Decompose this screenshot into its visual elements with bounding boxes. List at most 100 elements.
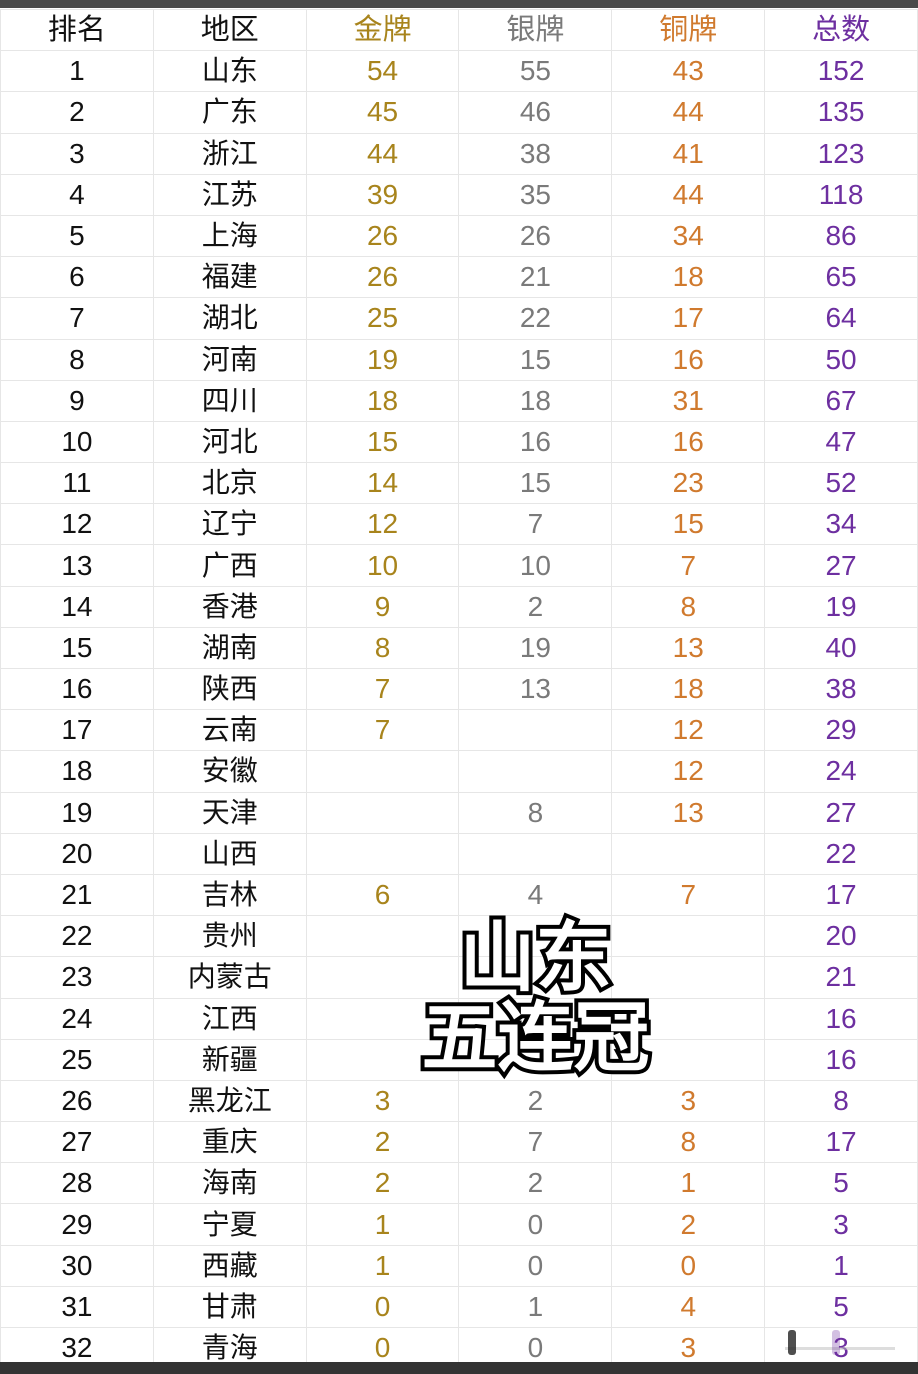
table-row: 7 湖北 25 22 17 64 bbox=[0, 297, 918, 340]
cell-region: 河北 bbox=[152, 420, 307, 464]
cell-region: 西藏 bbox=[152, 1244, 307, 1287]
table-row: 15 湖南 8 19 13 40 bbox=[0, 626, 918, 670]
table-row: 17 云南 7 12 29 bbox=[0, 709, 918, 752]
cell-bronze: 34 bbox=[611, 214, 766, 258]
cell-bronze bbox=[611, 832, 766, 875]
cell-silver: 4 bbox=[458, 873, 613, 917]
cell-bronze: 31 bbox=[611, 379, 766, 422]
cell-silver: 1 bbox=[458, 1285, 613, 1329]
cell-bronze: 2 bbox=[611, 1203, 766, 1246]
table-row: 22 贵州 20 bbox=[0, 915, 918, 958]
table-row: 5 上海 26 26 34 86 bbox=[0, 214, 918, 258]
cell-total: 5 bbox=[764, 1162, 918, 1205]
table-row: 20 山西 22 bbox=[0, 832, 918, 875]
cell-bronze: 18 bbox=[611, 256, 766, 299]
cell-silver: 2 bbox=[458, 1162, 613, 1205]
cell-region: 山西 bbox=[152, 832, 307, 875]
cell-silver: 15 bbox=[458, 462, 613, 505]
cell-region: 新疆 bbox=[152, 1038, 307, 1081]
cell-bronze: 15 bbox=[611, 503, 766, 546]
cell-total: 152 bbox=[764, 50, 918, 93]
cell-bronze: 23 bbox=[611, 462, 766, 505]
cell-region: 吉林 bbox=[152, 873, 307, 917]
cell-rank: 1 bbox=[0, 50, 154, 93]
cell-bronze bbox=[611, 997, 766, 1040]
cell-total: 86 bbox=[764, 214, 918, 258]
cell-rank: 9 bbox=[0, 379, 154, 422]
cell-rank: 27 bbox=[0, 1121, 154, 1164]
cell-silver: 8 bbox=[458, 791, 613, 834]
cell-region: 北京 bbox=[152, 462, 307, 505]
cell-total: 40 bbox=[764, 626, 918, 670]
cell-silver bbox=[458, 709, 613, 752]
header-rank: 排名 bbox=[0, 8, 154, 52]
cell-total: 50 bbox=[764, 338, 918, 381]
cell-region: 海南 bbox=[152, 1162, 307, 1205]
cell-silver: 55 bbox=[458, 50, 613, 93]
cell-silver: 13 bbox=[458, 667, 613, 711]
cell-gold: 15 bbox=[305, 420, 460, 464]
cell-bronze: 17 bbox=[611, 297, 766, 340]
cell-rank: 18 bbox=[0, 750, 154, 793]
cell-gold: 44 bbox=[305, 132, 460, 175]
cell-silver: 22 bbox=[458, 297, 613, 340]
table-row: 13 广西 10 10 7 27 bbox=[0, 544, 918, 587]
cell-gold: 25 bbox=[305, 297, 460, 340]
cell-bronze: 8 bbox=[611, 1121, 766, 1164]
table-row: 18 安徽 12 24 bbox=[0, 750, 918, 793]
header-bronze: 铜牌 bbox=[611, 8, 766, 52]
cell-silver: 38 bbox=[458, 132, 613, 175]
cell-gold: 18 bbox=[305, 379, 460, 422]
cell-gold: 2 bbox=[305, 1121, 460, 1164]
cell-total: 16 bbox=[764, 1038, 918, 1081]
medal-table: 排名 地区 金牌 银牌 铜牌 总数 1 山东 54 55 43 152 2 广东 45 46 44 1… bbox=[0, 8, 918, 1370]
cell-region: 香港 bbox=[152, 585, 307, 628]
table-row: 14 香港 9 2 8 19 bbox=[0, 585, 918, 628]
cell-silver: 19 bbox=[458, 626, 613, 670]
cell-gold: 7 bbox=[305, 667, 460, 711]
bottom-bar bbox=[0, 1362, 918, 1374]
cell-gold: 8 bbox=[305, 626, 460, 670]
cell-region: 辽宁 bbox=[152, 503, 307, 546]
header-region: 地区 bbox=[152, 8, 307, 52]
cell-total: 17 bbox=[764, 873, 918, 917]
cell-silver: 35 bbox=[458, 173, 613, 216]
cell-rank: 7 bbox=[0, 297, 154, 340]
cell-total: 5 bbox=[764, 1285, 918, 1329]
table-row: 9 四川 18 18 31 67 bbox=[0, 379, 918, 422]
cell-rank: 8 bbox=[0, 338, 154, 381]
table-row: 31 甘肃 0 1 4 5 bbox=[0, 1285, 918, 1329]
cell-rank: 11 bbox=[0, 462, 154, 505]
cell-total: 135 bbox=[764, 91, 918, 134]
table-row: 30 西藏 1 0 0 1 bbox=[0, 1244, 918, 1287]
cell-gold bbox=[305, 1038, 460, 1081]
cell-total: 65 bbox=[764, 256, 918, 299]
cell-rank: 2 bbox=[0, 91, 154, 134]
cell-gold bbox=[305, 915, 460, 958]
cell-rank: 17 bbox=[0, 709, 154, 752]
cell-silver: 2 bbox=[458, 585, 613, 628]
cell-bronze: 16 bbox=[611, 338, 766, 381]
cell-total: 24 bbox=[764, 750, 918, 793]
cell-silver: 18 bbox=[458, 379, 613, 422]
cell-bronze: 13 bbox=[611, 791, 766, 834]
cell-silver: 7 bbox=[458, 503, 613, 546]
cell-bronze: 7 bbox=[611, 544, 766, 587]
cell-rank: 21 bbox=[0, 873, 154, 917]
cell-gold: 45 bbox=[305, 91, 460, 134]
cell-region: 江西 bbox=[152, 997, 307, 1040]
overlay-title-line2: 五连冠 bbox=[418, 993, 654, 1082]
table-row: 1 山东 54 55 43 152 bbox=[0, 50, 918, 93]
cell-bronze: 0 bbox=[611, 1244, 766, 1287]
cell-rank: 16 bbox=[0, 667, 154, 711]
table-row: 3 浙江 44 38 41 123 bbox=[0, 132, 918, 175]
cell-bronze: 7 bbox=[611, 873, 766, 917]
cell-silver: 15 bbox=[458, 338, 613, 381]
cell-bronze: 4 bbox=[611, 1285, 766, 1329]
cell-gold: 0 bbox=[305, 1285, 460, 1329]
cell-region: 天津 bbox=[152, 791, 307, 834]
watermark-logo bbox=[785, 1330, 895, 1355]
cell-gold bbox=[305, 750, 460, 793]
cell-gold: 12 bbox=[305, 503, 460, 546]
cell-gold: 7 bbox=[305, 709, 460, 752]
